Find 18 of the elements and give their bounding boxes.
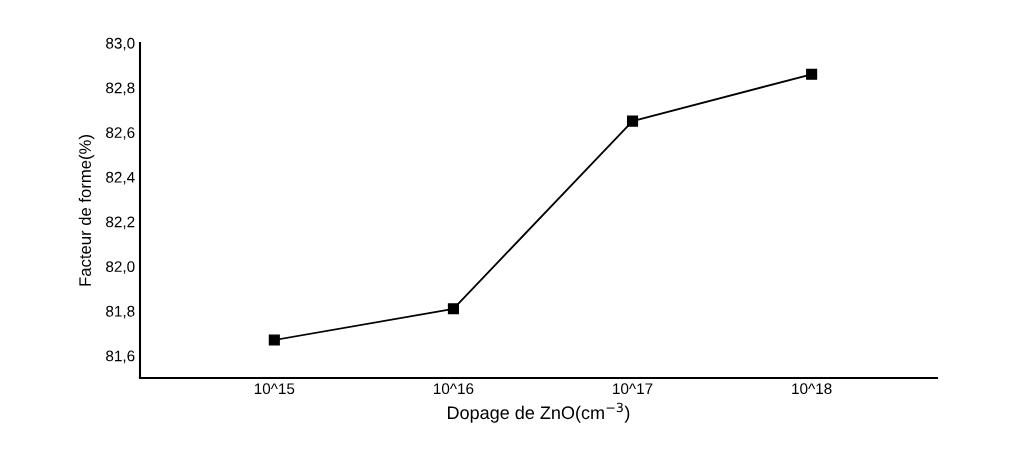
- y-tick-label: 82,8: [106, 82, 135, 96]
- y-tick-label: 82,2: [106, 216, 135, 230]
- point: [806, 68, 818, 80]
- x-tick-label: 10^17: [613, 383, 653, 395]
- y-tick-label: 81,8: [106, 305, 135, 319]
- y-tick-label: 82,6: [106, 127, 135, 140]
- x-tick-label: 10^15: [254, 383, 295, 395]
- x-axis-title: Dopage de ZnO(cm$^{−3}$): [447, 402, 630, 423]
- x-tick-label: 10^18: [792, 383, 832, 395]
- y-tick-label: 83,0: [106, 37, 135, 51]
- point: [447, 303, 459, 315]
- y-axis-title: Facteur de forme(%): [78, 135, 95, 286]
- point: [268, 334, 280, 346]
- y-tick-label: 82,4: [106, 171, 135, 185]
- x-tick-label: 10^16: [434, 383, 474, 395]
- y-tick-label: 82,0: [106, 261, 135, 274]
- point: [626, 115, 639, 127]
- y-tick-label: 81,6: [106, 350, 135, 364]
